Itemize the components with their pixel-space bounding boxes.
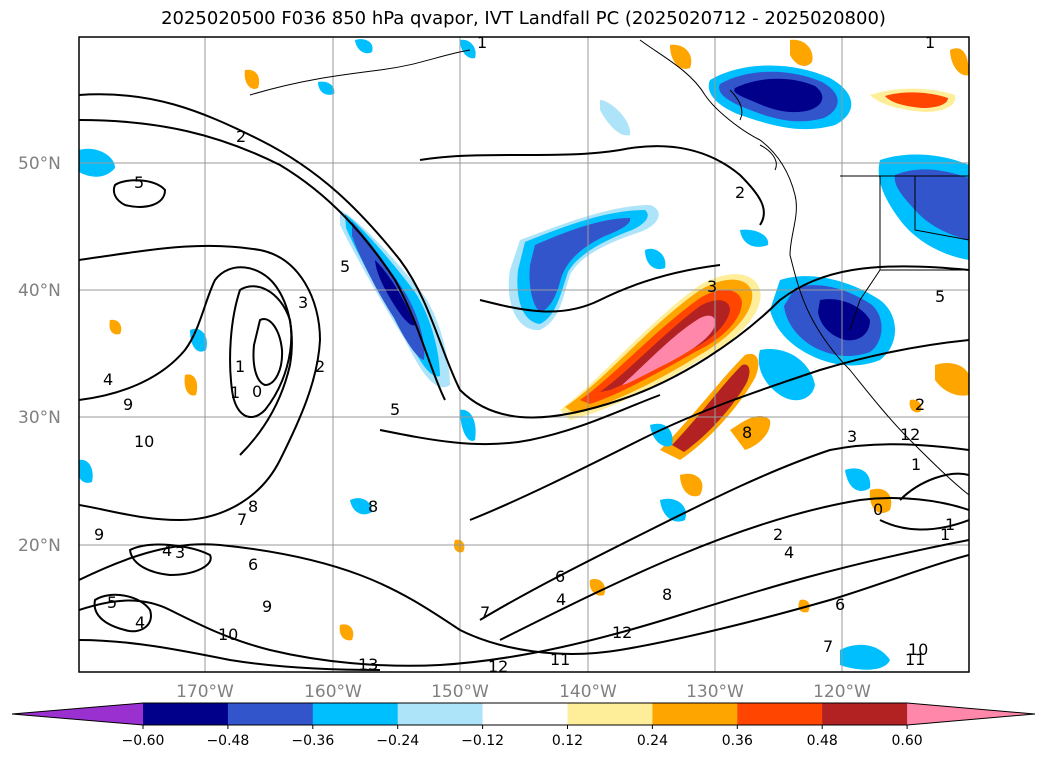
- longitude-label: 150°W: [431, 682, 489, 702]
- longitude-label: 170°W: [176, 682, 234, 702]
- contour-label: 11: [550, 650, 570, 669]
- contour-label: 4: [162, 541, 172, 560]
- colorbar-tick-label: 0.48: [807, 733, 838, 749]
- contour-label: 2: [236, 127, 246, 146]
- contour-label: 1: [945, 515, 955, 534]
- shaded-fields: [79, 39, 969, 670]
- contour-label: 8: [662, 585, 672, 604]
- figure-title: 2025020500 F036 850 hPa qvapor, IVT Land…: [161, 8, 886, 29]
- contour-label: 12: [488, 657, 508, 676]
- contour-label: 2: [773, 525, 783, 544]
- colorbar-segment: [737, 703, 823, 725]
- contour-label: 2: [315, 357, 325, 376]
- contour-label: 5: [390, 400, 400, 419]
- contour-label: 5: [107, 593, 117, 612]
- contour-label: 9: [123, 395, 133, 414]
- contour-label: 4: [556, 590, 566, 609]
- colorbar-segment: [397, 703, 484, 725]
- map-frame: [78, 36, 970, 673]
- colorbar-segment: [822, 703, 908, 725]
- contour-label: 10: [908, 640, 928, 659]
- contour-label: 8: [248, 497, 258, 516]
- colorbar-tick-label: 0.12: [552, 733, 583, 749]
- contour-label: 1: [940, 525, 950, 544]
- contour-label: 12: [900, 425, 920, 444]
- contour-label: 1: [230, 383, 240, 402]
- contour-label: 4: [103, 370, 113, 389]
- contour-label: 8: [742, 423, 752, 442]
- contour-label: 12: [612, 623, 632, 642]
- contour-label: 3: [847, 427, 857, 446]
- contour-label: 1: [235, 357, 245, 376]
- contour-label: 0: [873, 500, 883, 519]
- contour-label: 8: [368, 497, 378, 516]
- colorbar-tick-label: −0.24: [376, 733, 419, 749]
- colorbar-arrow-left: [12, 703, 143, 725]
- longitude-label: 160°W: [304, 682, 362, 702]
- contour-label: 1: [477, 33, 487, 52]
- contour-label: 1: [911, 455, 921, 474]
- contour-label: 13: [358, 655, 378, 674]
- colorbar-segment: [482, 703, 568, 725]
- contour-label: 5: [134, 173, 144, 192]
- contour-label: 9: [94, 525, 104, 544]
- contour-label: 6: [835, 595, 845, 614]
- contour-label: 6: [555, 567, 565, 586]
- contour-label: 4: [135, 613, 145, 632]
- contour-label: 9: [262, 597, 272, 616]
- colorbar-segment: [652, 703, 738, 725]
- colorbar-tick-label: −0.48: [206, 733, 249, 749]
- contour-label: 7: [480, 603, 490, 622]
- colorbar-segment: [227, 703, 314, 725]
- colorbar-tick-label: −0.36: [291, 733, 334, 749]
- latitude-label: 30°N: [18, 408, 61, 428]
- colorbar-segment: [143, 703, 229, 725]
- colorbar-tick-label: 0.60: [892, 733, 923, 749]
- latitude-label: 50°N: [18, 154, 61, 174]
- coastlines: [249, 39, 969, 496]
- contour-label: 11: [905, 650, 925, 669]
- colorbar: [11, 702, 1036, 726]
- colorbar-segment: [312, 703, 399, 725]
- longitude-label: 140°W: [559, 682, 617, 702]
- longitude-label: 120°W: [813, 682, 871, 702]
- contour-label: 5: [340, 257, 350, 276]
- contour-label: 2: [915, 395, 925, 414]
- colorbar-tick-label: −0.12: [461, 733, 504, 749]
- colorbar-tick-label: 0.36: [722, 733, 753, 749]
- contour-label: 6: [248, 555, 258, 574]
- contour-label: 3: [298, 293, 308, 312]
- contour-label: 5: [935, 287, 945, 306]
- colorbar-tick-label: 0.24: [637, 733, 668, 749]
- contour-label: 2: [735, 183, 745, 202]
- contour-label: 7: [237, 510, 247, 529]
- contour-label: 10: [218, 625, 238, 644]
- colorbar-tick-label: −0.60: [122, 733, 165, 749]
- contour-lines: [79, 93, 969, 671]
- contour-label: 3: [175, 543, 185, 562]
- contour-label: 4: [784, 543, 794, 562]
- contour-label: 7: [823, 637, 833, 656]
- contour-label: 3: [707, 277, 717, 296]
- contour-labels: 1 1 2 5 2 3 5 5 3 4 9 10 1 1 0 2 8 7 9 4…: [94, 33, 955, 676]
- colorbar-ticks: −0.60 −0.48 −0.36 −0.24 −0.12 0.12 0.24 0.36 0.4…: [122, 725, 923, 749]
- latitude-label: 40°N: [18, 281, 61, 301]
- latitude-label: 20°N: [18, 536, 61, 556]
- contour-label: 10: [134, 432, 154, 451]
- longitude-label: 130°W: [686, 682, 744, 702]
- colorbar-arrow-right: [907, 703, 1035, 725]
- latitude-axis: 50°N 40°N 30°N 20°N: [18, 154, 61, 556]
- contour-label: 0: [252, 382, 262, 401]
- contour-label: 1: [925, 33, 935, 52]
- longitude-axis: 170°W 160°W 150°W 140°W 130°W 120°W: [176, 682, 871, 702]
- colorbar-segment: [567, 703, 653, 725]
